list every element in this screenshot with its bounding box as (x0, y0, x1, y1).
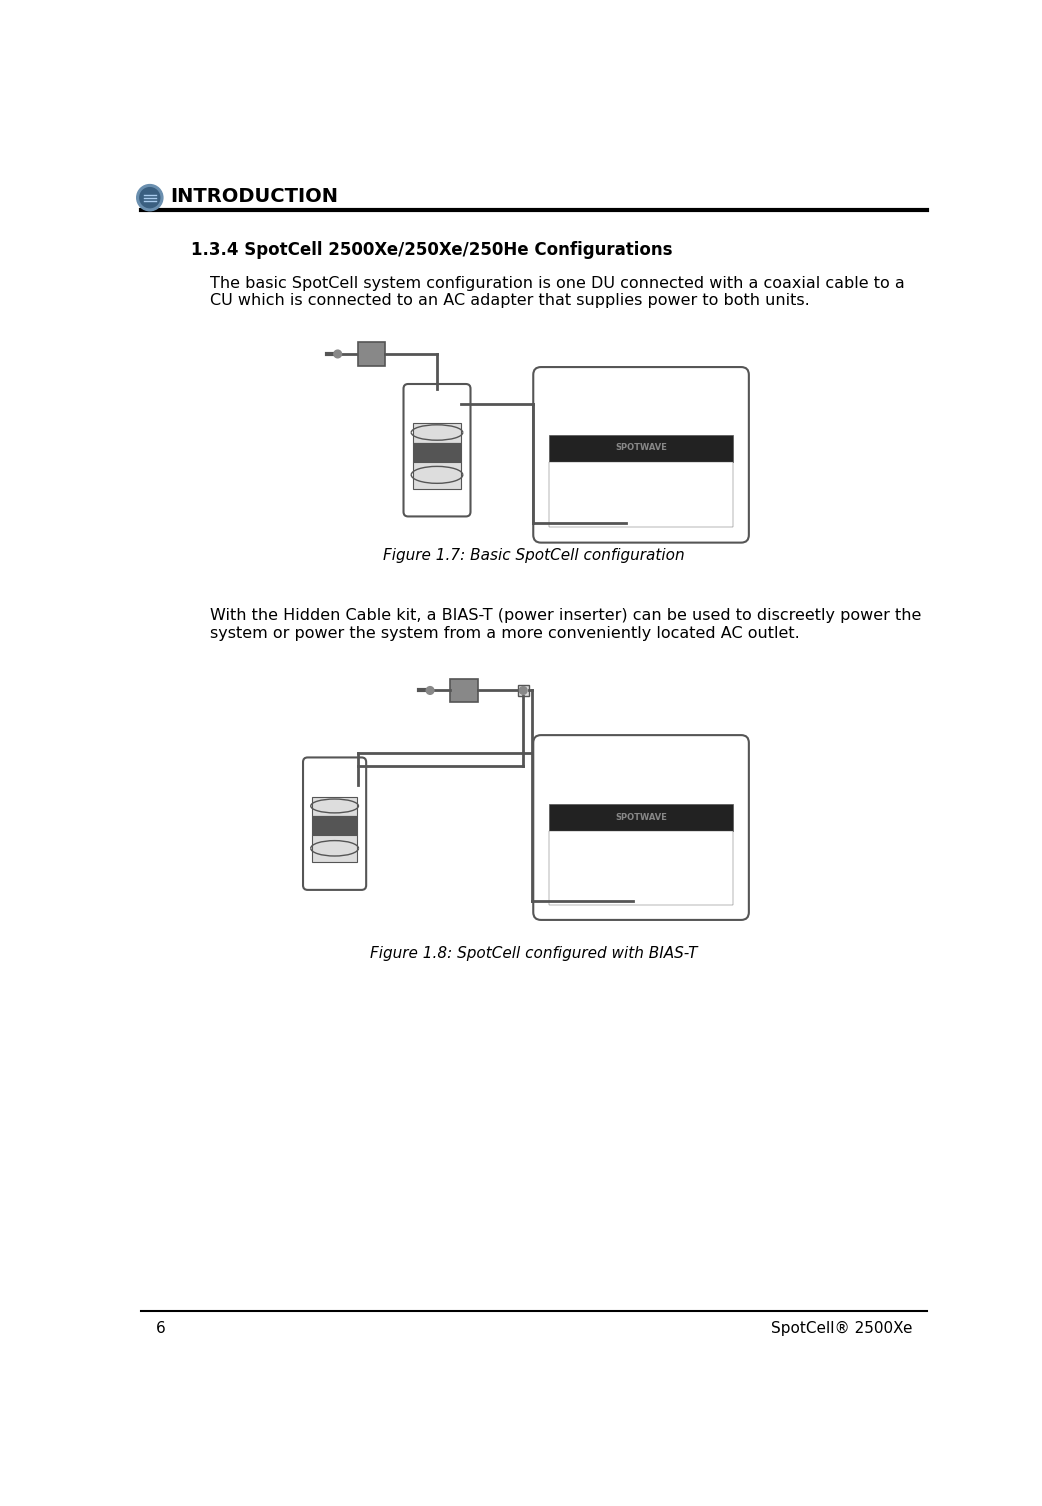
Circle shape (140, 188, 159, 208)
Bar (327, 803, 342, 807)
Circle shape (333, 349, 342, 358)
FancyBboxPatch shape (534, 367, 749, 542)
Text: 6: 6 (156, 1321, 166, 1336)
FancyBboxPatch shape (403, 384, 471, 517)
Bar (313, 816, 357, 836)
Bar (313, 836, 357, 861)
Circle shape (137, 185, 163, 211)
Text: INTRODUCTION: INTRODUCTION (170, 187, 338, 206)
Bar (549, 831, 734, 905)
Bar (549, 435, 734, 462)
Bar (549, 462, 734, 527)
Text: 1.3.4 SpotCell 2500Xe/250Xe/250He Configurations: 1.3.4 SpotCell 2500Xe/250Xe/250He Config… (191, 241, 672, 259)
Bar (430, 429, 444, 434)
FancyBboxPatch shape (303, 758, 366, 890)
Text: With the Hidden Cable kit, a BIAS-T (power inserter) can be used to discreetly p: With the Hidden Cable kit, a BIAS-T (pow… (209, 608, 921, 623)
Bar (518, 685, 528, 696)
Circle shape (519, 687, 527, 694)
Bar (413, 423, 462, 443)
Text: Figure 1.7: Basic SpotCell configuration: Figure 1.7: Basic SpotCell configuration (383, 548, 685, 563)
Bar (413, 462, 462, 489)
Circle shape (426, 687, 433, 694)
Bar (313, 797, 357, 816)
Bar (549, 804, 734, 831)
Text: system or power the system from a more conveniently located AC outlet.: system or power the system from a more c… (209, 626, 799, 642)
Text: SPOTWAVE: SPOTWAVE (615, 813, 667, 822)
Bar (450, 679, 478, 702)
Text: CU which is connected to an AC adapter that supplies power to both units.: CU which is connected to an AC adapter t… (209, 294, 810, 309)
Text: The basic SpotCell system configuration is one DU connected with a coaxial cable: The basic SpotCell system configuration … (209, 276, 904, 291)
Text: SPOTWAVE: SPOTWAVE (615, 443, 667, 452)
FancyBboxPatch shape (534, 735, 749, 920)
Text: SpotCell® 2500Xe: SpotCell® 2500Xe (771, 1321, 912, 1336)
Bar (413, 443, 462, 462)
Bar (357, 342, 386, 366)
Text: Figure 1.8: SpotCell configured with BIAS-T: Figure 1.8: SpotCell configured with BIA… (370, 946, 698, 961)
